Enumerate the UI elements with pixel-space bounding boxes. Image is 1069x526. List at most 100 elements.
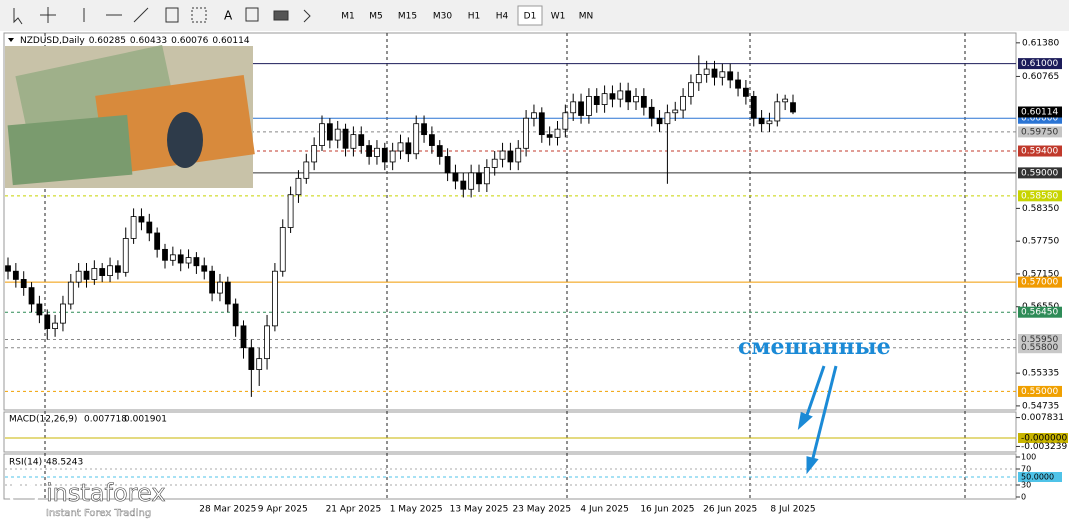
level-box xyxy=(1018,112,1062,124)
candle-body xyxy=(460,180,467,190)
candle-body xyxy=(287,194,294,228)
macd-name: MACD(12,26,9) xyxy=(9,415,77,425)
candle-body xyxy=(468,172,475,190)
candle-body xyxy=(99,268,106,276)
candle-body xyxy=(758,117,765,125)
level-label: 0.60000 xyxy=(1021,114,1058,124)
candle-body xyxy=(413,123,420,155)
candle-body xyxy=(452,172,459,182)
candle-body xyxy=(625,90,632,103)
candle-body xyxy=(5,265,11,272)
level-box xyxy=(1018,126,1062,138)
candle-body xyxy=(476,172,482,185)
level-label: 0.55950 xyxy=(1021,335,1058,345)
candle-body xyxy=(397,142,404,152)
candle-body xyxy=(499,150,506,160)
candle-body xyxy=(523,117,529,149)
rsi-name: RSI(14) xyxy=(9,458,42,468)
timeframe-label: M5 xyxy=(369,12,383,22)
timeframe-label: M15 xyxy=(398,12,417,22)
candle-body xyxy=(326,123,333,141)
level-label: 0.57000 xyxy=(1021,278,1058,288)
candle-body xyxy=(295,177,302,196)
candle-body xyxy=(138,216,145,223)
level-label: 0.55800 xyxy=(1021,343,1058,353)
candle-body xyxy=(83,270,90,280)
candle-body xyxy=(209,270,216,294)
candle-body xyxy=(358,134,365,146)
candle-body xyxy=(428,134,435,146)
rsi-tick-label: 50.0000 xyxy=(1021,473,1054,482)
candle-body xyxy=(554,128,561,138)
candle-body xyxy=(735,79,741,89)
candle-body xyxy=(60,303,66,324)
candle-body xyxy=(405,142,412,155)
timeframe-label: M1 xyxy=(341,12,355,22)
level-box xyxy=(1018,276,1062,288)
candle-body xyxy=(146,221,153,234)
x-tick-label: 13 May 2025 xyxy=(450,505,509,515)
candle-body xyxy=(28,287,35,305)
timeframe-label: MN xyxy=(579,12,594,22)
candle-body xyxy=(688,82,694,97)
candle-body xyxy=(154,232,161,250)
candle-body xyxy=(279,227,286,272)
candle-body xyxy=(790,102,796,113)
candle-body xyxy=(217,281,223,294)
rsi-tick-label: 70 xyxy=(1021,465,1031,474)
timeframe-label: W1 xyxy=(551,12,566,22)
candle-body xyxy=(311,145,318,163)
candle-body xyxy=(633,95,639,103)
candle-body xyxy=(578,101,584,116)
x-tick-label: 26 Jun 2025 xyxy=(703,505,757,515)
title-part: NZDUSD,Daily xyxy=(20,36,85,46)
svg-text:A: A xyxy=(224,9,233,23)
level-label: 0.56450 xyxy=(1021,308,1058,318)
candle-body xyxy=(130,216,137,239)
rsi-tick-label: 30 xyxy=(1021,481,1031,490)
last-price: 0.60114 xyxy=(1021,108,1058,118)
candle-body xyxy=(334,128,341,141)
candle-body xyxy=(248,347,255,370)
candle-body xyxy=(601,93,608,105)
macd-tick-label: -0.000000 xyxy=(1021,434,1067,444)
candle-body xyxy=(774,101,781,122)
x-tick-label: 9 Apr 2025 xyxy=(258,505,308,515)
candle-body xyxy=(586,95,592,116)
candle-body xyxy=(185,257,192,264)
candle-body xyxy=(507,150,514,163)
candle-body xyxy=(680,95,686,111)
candle-body xyxy=(319,123,325,146)
x-tick-label: 1 May 2025 xyxy=(390,505,443,515)
candle-body xyxy=(743,87,749,97)
candle-body xyxy=(374,147,380,157)
candle-body xyxy=(766,120,773,125)
level-label: 0.59400 xyxy=(1021,147,1058,157)
level-box xyxy=(1018,167,1062,179)
candle-body xyxy=(546,134,553,138)
candle-body xyxy=(232,303,239,327)
photo xyxy=(5,45,255,188)
candle-body xyxy=(20,279,27,289)
title-part: 0.60433 xyxy=(130,36,167,46)
candle-body xyxy=(271,270,278,327)
macd-pane xyxy=(3,411,1017,453)
level-box xyxy=(1018,145,1062,157)
candle-body xyxy=(177,254,184,264)
candle-body xyxy=(640,95,647,108)
timeframe-button[interactable] xyxy=(517,5,543,26)
candle-body xyxy=(193,257,200,267)
candle-body xyxy=(342,128,349,149)
y-tick-label: 0.54735 xyxy=(1022,401,1059,411)
candle-body xyxy=(538,112,545,136)
rsi-tick-label: 0 xyxy=(1021,493,1026,502)
timeframe-label: H1 xyxy=(468,12,481,22)
level-label: 0.59750 xyxy=(1021,127,1058,137)
candle-body xyxy=(44,314,51,329)
candle-body xyxy=(256,358,263,370)
watermark-tagline: Instant Forex Trading xyxy=(46,508,151,519)
rsi-tick-label: 100 xyxy=(1021,453,1036,462)
y-tick-label: 0.60765 xyxy=(1022,72,1059,82)
candle-body xyxy=(782,98,789,103)
